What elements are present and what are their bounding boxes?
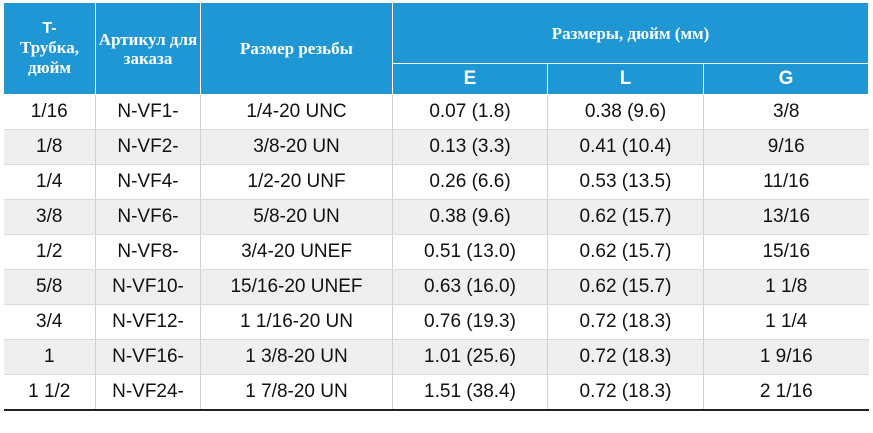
fittings-table: T- Трубка, дюйм Артикул для заказа Разме… bbox=[3, 2, 869, 411]
cell-thread: 1/4-20 UNC bbox=[200, 94, 393, 130]
cell-g: 1 1/4 bbox=[703, 304, 869, 340]
cell-l: 0.72 (18.3) bbox=[547, 374, 704, 411]
cell-g: 11/16 bbox=[703, 164, 869, 200]
cell-tube: 1/4 bbox=[3, 164, 96, 200]
table-row: 1/8 N-VF2- 3/8-20 UN 0.13 (3.3) 0.41 (10.4) 9… bbox=[3, 129, 869, 165]
table-row: 3/8 N-VF6- 5/8-20 UN 0.38 (9.6) 0.62 (15.7) 1… bbox=[3, 199, 869, 235]
cell-thread: 3/8-20 UN bbox=[200, 129, 393, 165]
cell-article: N-VF12- bbox=[95, 304, 201, 340]
cell-g: 1 1/8 bbox=[703, 269, 869, 305]
table-row: 1/4 N-VF4- 1/2-20 UNF 0.26 (6.6) 0.53 (13.5)… bbox=[3, 164, 869, 200]
table-row: 1 N-VF16- 1 3/8-20 UN 1.01 (25.6) 0.72 (18.3… bbox=[3, 339, 869, 375]
cell-article: N-VF4- bbox=[95, 164, 201, 200]
cell-g: 2 1/16 bbox=[703, 374, 869, 411]
cell-e: 0.38 (9.6) bbox=[392, 199, 548, 235]
header-dimensions: Размеры, дюйм (мм) bbox=[392, 2, 869, 64]
cell-tube: 1/8 bbox=[3, 129, 96, 165]
cell-article: N-VF8- bbox=[95, 234, 201, 270]
cell-l: 0.38 (9.6) bbox=[547, 94, 704, 130]
cell-tube: 1 1/2 bbox=[3, 374, 96, 411]
cell-g: 9/16 bbox=[703, 129, 869, 165]
cell-tube: 5/8 bbox=[3, 269, 96, 305]
table-row: 5/8 N-VF10- 15/16-20 UNEF 0.63 (16.0) 0.62 (… bbox=[3, 269, 869, 305]
table-row: 3/4 N-VF12- 1 1/16-20 UN 0.76 (19.3) 0.72 (1… bbox=[3, 304, 869, 340]
cell-l: 0.62 (15.7) bbox=[547, 269, 704, 305]
cell-article: N-VF10- bbox=[95, 269, 201, 305]
table-header: T- Трубка, дюйм Артикул для заказа Разме… bbox=[3, 2, 869, 95]
header-l: L bbox=[547, 63, 704, 95]
cell-article: N-VF2- bbox=[95, 129, 201, 165]
header-e: E bbox=[392, 63, 548, 95]
header-g: G bbox=[703, 63, 869, 95]
cell-g: 3/8 bbox=[703, 94, 869, 130]
cell-e: 0.07 (1.8) bbox=[392, 94, 548, 130]
table-body: 1/16 N-VF1- 1/4-20 UNC 0.07 (1.8) 0.38 (9.6)… bbox=[3, 94, 869, 411]
table-row: 1 1/2 N-VF24- 1 7/8-20 UN 1.51 (38.4) 0.72 (… bbox=[3, 374, 869, 411]
cell-l: 0.62 (15.7) bbox=[547, 199, 704, 235]
cell-e: 0.63 (16.0) bbox=[392, 269, 548, 305]
cell-e: 0.76 (19.3) bbox=[392, 304, 548, 340]
cell-thread: 5/8-20 UN bbox=[200, 199, 393, 235]
header-tube-prefix: T- bbox=[42, 20, 57, 37]
cell-thread: 15/16-20 UNEF bbox=[200, 269, 393, 305]
cell-article: N-VF1- bbox=[95, 94, 201, 130]
cell-article: N-VF24- bbox=[95, 374, 201, 411]
cell-tube: 3/4 bbox=[3, 304, 96, 340]
cell-g: 15/16 bbox=[703, 234, 869, 270]
cell-l: 0.72 (18.3) bbox=[547, 339, 704, 375]
cell-e: 1.01 (25.6) bbox=[392, 339, 548, 375]
cell-g: 13/16 bbox=[703, 199, 869, 235]
header-tube: T- Трубка, дюйм bbox=[3, 2, 96, 95]
cell-thread: 1/2-20 UNF bbox=[200, 164, 393, 200]
cell-article: N-VF6- bbox=[95, 199, 201, 235]
cell-l: 0.72 (18.3) bbox=[547, 304, 704, 340]
cell-e: 0.26 (6.6) bbox=[392, 164, 548, 200]
cell-l: 0.62 (15.7) bbox=[547, 234, 704, 270]
cell-article: N-VF16- bbox=[95, 339, 201, 375]
cell-thread: 1 1/16-20 UN bbox=[200, 304, 393, 340]
cell-l: 0.53 (13.5) bbox=[547, 164, 704, 200]
cell-tube: 1 bbox=[3, 339, 96, 375]
cell-e: 0.51 (13.0) bbox=[392, 234, 548, 270]
cell-tube: 3/8 bbox=[3, 199, 96, 235]
cell-g: 1 9/16 bbox=[703, 339, 869, 375]
cell-e: 0.13 (3.3) bbox=[392, 129, 548, 165]
cell-tube: 1/16 bbox=[3, 94, 96, 130]
header-article: Артикул для заказа bbox=[95, 2, 201, 95]
cell-tube: 1/2 bbox=[3, 234, 96, 270]
header-tube-label: Трубка, дюйм bbox=[20, 38, 79, 77]
cell-l: 0.41 (10.4) bbox=[547, 129, 704, 165]
cell-thread: 3/4-20 UNEF bbox=[200, 234, 393, 270]
table-row: 1/2 N-VF8- 3/4-20 UNEF 0.51 (13.0) 0.62 (15.… bbox=[3, 234, 869, 270]
table-row: 1/16 N-VF1- 1/4-20 UNC 0.07 (1.8) 0.38 (9.6)… bbox=[3, 94, 869, 130]
cell-e: 1.51 (38.4) bbox=[392, 374, 548, 411]
header-thread: Размер резьбы bbox=[200, 2, 393, 95]
cell-thread: 1 7/8-20 UN bbox=[200, 374, 393, 411]
cell-thread: 1 3/8-20 UN bbox=[200, 339, 393, 375]
